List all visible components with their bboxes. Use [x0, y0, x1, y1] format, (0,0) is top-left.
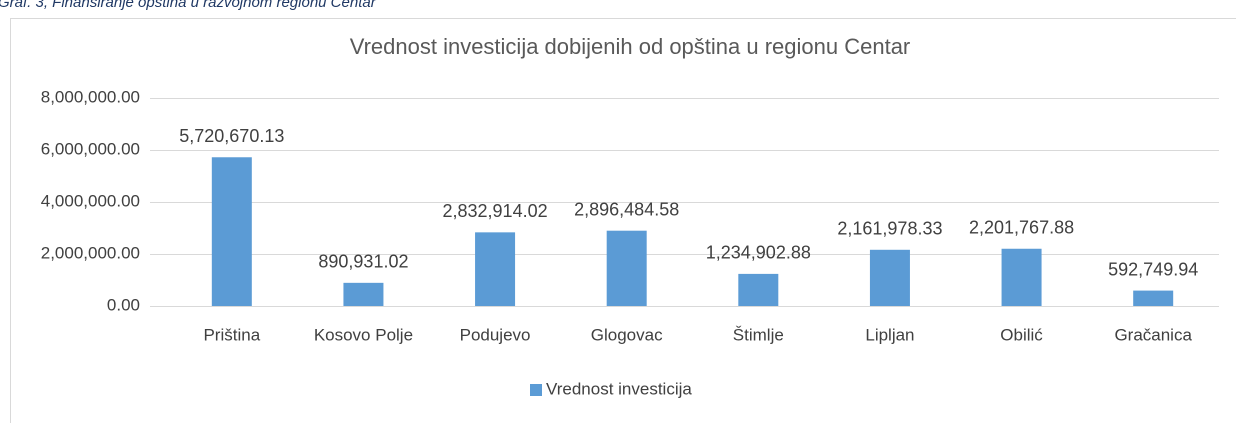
x-tick-label: Priština	[203, 325, 260, 344]
caption: Graf. 3, Finansiranje opština u razvojno…	[0, 0, 377, 11]
bar	[1133, 290, 1174, 306]
value-label: 592,749.94	[1108, 259, 1198, 279]
legend-swatch	[530, 384, 542, 396]
x-tick-label: Obilić	[1000, 325, 1043, 344]
bar	[1001, 248, 1042, 306]
value-label: 2,896,484.58	[574, 199, 679, 219]
bar	[869, 249, 910, 306]
value-label: 2,161,978.33	[837, 219, 942, 239]
value-label: 1,234,902.88	[706, 243, 811, 263]
x-tick-label: Kosovo Polje	[314, 325, 413, 344]
chart-title: Vrednost investicija dobijenih od opštin…	[350, 34, 911, 59]
x-tick-label: Podujevo	[460, 325, 531, 344]
y-tick-label: 4,000,000.00	[41, 191, 140, 210]
x-tick-label: Lipljan	[865, 325, 914, 344]
bar	[738, 273, 779, 306]
value-label: 2,832,914.02	[443, 201, 548, 221]
x-tick-label: Glogovac	[591, 325, 663, 344]
bar	[606, 230, 647, 306]
legend-label: Vrednost investicija	[546, 379, 692, 398]
bar	[475, 232, 516, 306]
value-label: 890,931.02	[318, 252, 408, 272]
bar	[343, 282, 384, 306]
y-tick-label: 8,000,000.00	[41, 87, 140, 106]
bar	[211, 157, 252, 306]
y-tick-label: 0.00	[107, 295, 140, 314]
y-tick-label: 2,000,000.00	[41, 243, 140, 262]
value-label: 5,720,670.13	[179, 126, 284, 146]
y-tick-label: 6,000,000.00	[41, 139, 140, 158]
x-tick-label: Gračanica	[1114, 325, 1192, 344]
value-label: 2,201,767.88	[969, 218, 1074, 238]
x-tick-label: Štimlje	[733, 325, 784, 344]
